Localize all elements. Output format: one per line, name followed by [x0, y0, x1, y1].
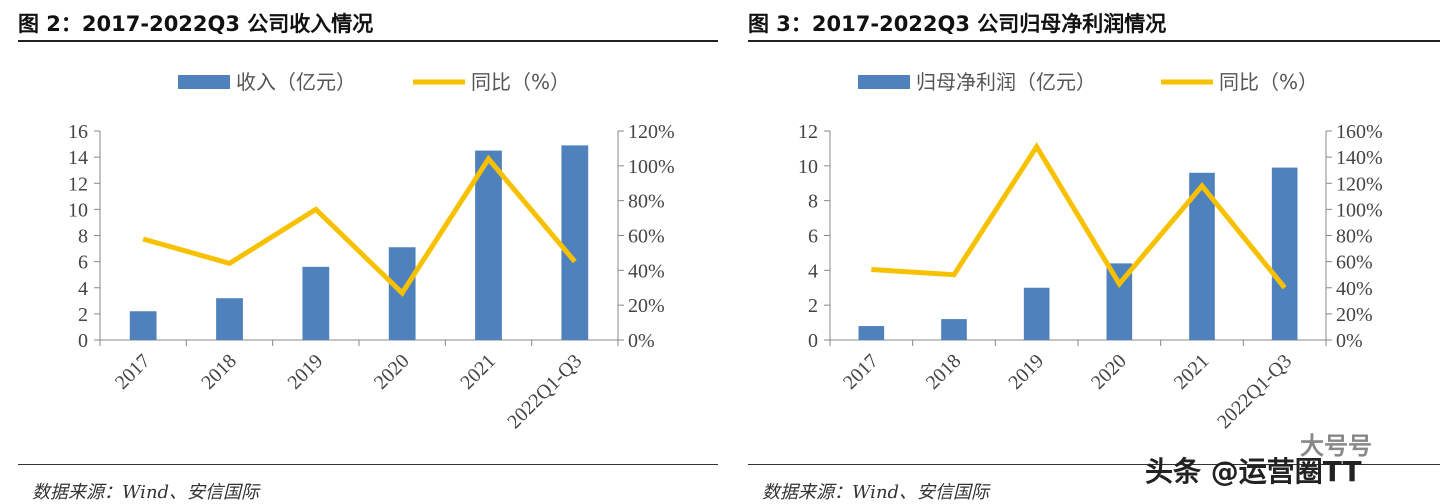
x-tick-label: 2017 [111, 350, 155, 394]
x-tick-label: 2018 [197, 350, 241, 394]
y2-tick-label: 120% [1336, 173, 1383, 195]
y2-tick-label: 160% [1336, 121, 1383, 143]
y-tick-label: 16 [68, 121, 88, 143]
y2-tick-label: 40% [628, 260, 665, 282]
x-tick-label: 2020 [1087, 350, 1131, 394]
bar [941, 319, 967, 340]
series-line [871, 147, 1284, 288]
y2-tick-label: 0% [1336, 330, 1363, 352]
bar [561, 145, 588, 340]
source-note: 数据来源：Wind、安信国际 [32, 478, 259, 504]
y-tick-label: 6 [78, 252, 88, 274]
x-tick-label: 2021 [456, 350, 500, 394]
bar [130, 311, 157, 340]
chart-panel-net-profit: 图 3：2017-2022Q3 公司归母净利润情况 归母净利润（亿元）同比（%）… [748, 0, 1440, 497]
y-tick-label: 12 [68, 173, 88, 195]
y2-tick-label: 20% [1336, 304, 1373, 326]
chart-net-profit: 归母净利润（亿元）同比（%）0246810120%20%40%60%80%100… [748, 0, 1440, 460]
y2-tick-label: 60% [628, 226, 665, 248]
x-tick-label: 2018 [922, 350, 966, 394]
source-rule [18, 464, 718, 465]
legend-label-line: 同比（%） [1219, 70, 1318, 94]
y-tick-label: 12 [798, 121, 818, 143]
x-tick-label: 2019 [1004, 350, 1048, 394]
y2-tick-label: 80% [628, 191, 665, 213]
y-tick-label: 8 [78, 226, 88, 248]
y-tick-label: 8 [808, 191, 818, 213]
y-tick-label: 10 [68, 199, 88, 221]
bar [302, 267, 329, 340]
y-tick-label: 4 [78, 278, 88, 300]
y-tick-label: 0 [808, 330, 818, 352]
y2-tick-label: 140% [1336, 147, 1383, 169]
y2-tick-label: 20% [628, 295, 665, 317]
legend-label-bar: 收入（亿元） [236, 70, 356, 94]
y2-tick-label: 120% [628, 121, 675, 143]
legend-label-line: 同比（%） [471, 70, 570, 94]
y-tick-label: 2 [808, 295, 818, 317]
bar [859, 326, 885, 340]
x-tick-label: 2019 [284, 350, 328, 394]
bar [1272, 168, 1298, 340]
y2-tick-label: 100% [628, 156, 675, 178]
legend-swatch-bar [178, 75, 230, 89]
y-tick-label: 10 [798, 156, 818, 178]
legend: 归母净利润（亿元） 同比（%） [858, 70, 1318, 94]
source-note: 数据来源：Wind、安信国际 [762, 478, 989, 504]
y-tick-label: 2 [78, 304, 88, 326]
series-line [143, 159, 575, 293]
x-tick-label: 2022Q1-Q3 [503, 350, 586, 433]
legend-swatch-bar [858, 75, 910, 89]
x-tick-label: 2020 [370, 350, 414, 394]
y2-tick-label: 40% [1336, 278, 1373, 300]
x-tick-label: 2021 [1170, 350, 1214, 394]
watermark: 头条 @运营圈TT [1145, 450, 1362, 490]
y-tick-label: 14 [68, 147, 88, 169]
y-tick-label: 4 [808, 260, 818, 282]
bar [216, 298, 243, 340]
y2-tick-label: 100% [1336, 199, 1383, 221]
bar [1024, 288, 1050, 340]
y-tick-label: 0 [78, 330, 88, 352]
y2-tick-label: 0% [628, 330, 655, 352]
legend: 收入（亿元） 同比（%） [178, 70, 570, 94]
y-tick-label: 6 [808, 226, 818, 248]
y2-tick-label: 80% [1336, 226, 1373, 248]
bar [475, 151, 502, 340]
x-tick-label: 2017 [839, 350, 883, 394]
y2-tick-label: 60% [1336, 252, 1373, 274]
legend-label-bar: 归母净利润（亿元） [916, 70, 1096, 94]
chart-revenue: 收入（亿元） 同比（%） 0 2 4 6 8 10 12 14 16 0% 20% 40% 60% 80% 10… [18, 0, 718, 460]
x-tick-label: 2022Q1-Q3 [1213, 350, 1296, 433]
